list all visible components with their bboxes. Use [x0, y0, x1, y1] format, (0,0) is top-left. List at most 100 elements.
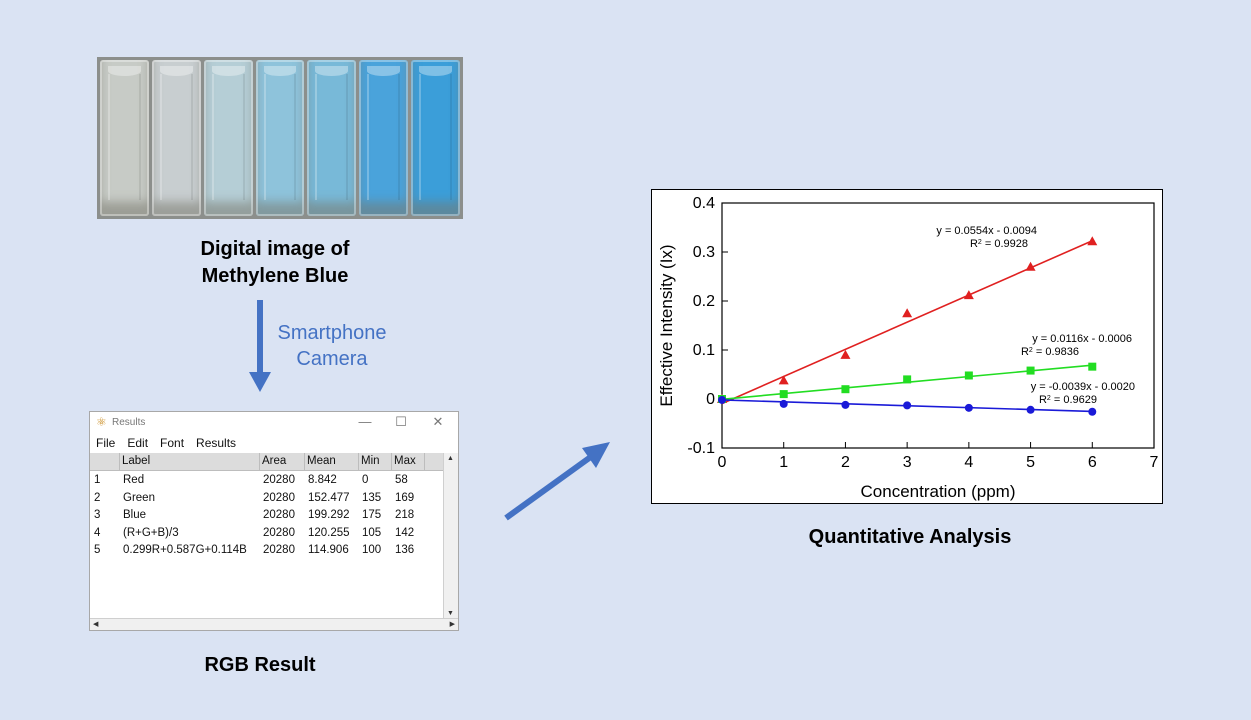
r-squared-value: = 0.9629: [1051, 394, 1097, 406]
data-point: [1025, 261, 1036, 271]
x-tick-label: 0: [718, 454, 727, 471]
menu-font[interactable]: Font: [160, 436, 185, 450]
results-window-title: Results: [112, 417, 146, 428]
trendline-equation: y = 0.0116x - 0.0006: [1032, 333, 1132, 345]
data-point: [1026, 405, 1035, 414]
table-cell: Green: [123, 491, 155, 504]
diagonal-arrow: [504, 442, 610, 521]
r-squared-exponent: 2: [1047, 395, 1051, 402]
table-header: Label Area Mean Min Max: [90, 453, 446, 471]
data-point: [903, 375, 912, 384]
down-arrow: [249, 300, 271, 392]
table-cell: 120.255: [308, 526, 350, 539]
data-point: [1088, 362, 1097, 371]
scroll-left-icon[interactable]: ◀: [93, 621, 99, 628]
table-row[interactable]: 1 Red 20280 8.842 0 58: [90, 472, 446, 489]
chart-frame: 0 1 2 3 4 5 6 7 -0.1 0 0.1 0.2 0.3 0.4 Concentration (…: [651, 189, 1163, 504]
column-header-mean[interactable]: Mean: [304, 453, 358, 470]
table-cell: 175: [362, 509, 382, 521]
data-point: [840, 349, 851, 359]
y-tick-label: 0.3: [693, 244, 715, 261]
x-tick-label: 3: [903, 454, 912, 471]
close-button[interactable]: ✕: [432, 414, 444, 429]
scroll-right-icon[interactable]: ▶: [449, 621, 455, 628]
table-cell: 8.842: [308, 474, 337, 486]
menu-file[interactable]: File: [96, 436, 116, 450]
data-point: [964, 403, 973, 412]
table-cell: 58: [395, 474, 408, 486]
column-header-min[interactable]: Min: [358, 453, 391, 470]
cuvette-7: [411, 60, 461, 216]
cuvette-5: [307, 60, 357, 216]
camera-label-line2: Camera: [296, 348, 368, 370]
x-axis-label: Concentration (ppm): [861, 482, 1016, 501]
r-squared-symbol: R: [1039, 394, 1047, 406]
cuvette-1: [100, 60, 149, 216]
column-header-label[interactable]: Label: [119, 453, 259, 470]
table-cell: Blue: [123, 509, 147, 521]
r-squared-value: = 0.9928: [982, 238, 1028, 250]
data-point: [1087, 236, 1098, 246]
scroll-up-icon[interactable]: ▲: [447, 455, 454, 462]
menu-edit[interactable]: Edit: [127, 436, 149, 450]
data-point: [1088, 407, 1097, 416]
table-cell: 5: [94, 544, 101, 556]
table-cell: 20280: [263, 474, 295, 486]
y-tick-label: 0.2: [693, 293, 715, 310]
table-cell: (R+G+B)/3: [123, 526, 179, 539]
results-titlebar[interactable]: ⚛ Results — ☐ ✕: [90, 412, 458, 434]
table-row[interactable]: 2 Green 20280 152.477 135 169: [90, 490, 446, 507]
r-squared-label: R2 = 0.9629: [1039, 394, 1097, 406]
cuvette-6: [359, 60, 409, 216]
horizontal-scrollbar[interactable]: ◀ ▶: [90, 618, 458, 630]
vertical-scrollbar[interactable]: ▲ ▼: [443, 453, 458, 619]
photo-caption: Digital image of Methylene Blue: [150, 236, 400, 290]
y-tick-label: 0.4: [693, 195, 715, 212]
cuvette-4: [255, 60, 305, 216]
scroll-down-icon[interactable]: ▼: [447, 610, 454, 617]
cuvette-2: [151, 60, 201, 216]
table-cell: 1: [94, 474, 101, 486]
y-axis-label: Effective Intensity (Ix): [657, 244, 676, 406]
column-header-area[interactable]: Area: [259, 453, 304, 470]
data-point: [963, 290, 974, 300]
trendline-equation: y = 0.0554x - 0.0094: [936, 225, 1037, 237]
data-point: [779, 390, 788, 399]
table-row[interactable]: 3 Blue 20280 199.292 175 218: [90, 507, 446, 524]
table-cell: 20280: [263, 526, 295, 539]
table-cell: 2: [94, 491, 101, 504]
table-cell: 20280: [263, 491, 295, 504]
plot-area: [721, 202, 1155, 449]
table-cell: 218: [395, 509, 415, 521]
data-point: [1026, 366, 1035, 375]
table-cell: 169: [395, 491, 415, 504]
methylene-blue-photo: [97, 57, 463, 219]
maximize-button[interactable]: ☐: [395, 414, 407, 429]
r-squared-label: R2 = 0.9928: [970, 238, 1028, 250]
x-tick-label: 4: [964, 454, 973, 471]
menu-results[interactable]: Results: [196, 436, 237, 450]
table-cell: 0.299R+0.587G+0.114B: [123, 544, 247, 556]
y-tick-label: 0: [706, 391, 715, 408]
table-row[interactable]: 5 0.299R+0.587G+0.114B 20280 114.906 100 136: [90, 542, 446, 559]
photo-caption-line1: Digital image of: [200, 238, 350, 260]
y-tick-label: 0.1: [693, 342, 715, 359]
rgb-result-caption: RGB Result: [204, 654, 316, 676]
table-cell: 114.906: [308, 544, 349, 556]
table-cell: 136: [395, 544, 415, 556]
table-row[interactable]: 4 (R+G+B)/3 20280 120.255 105 142: [90, 525, 446, 542]
r-squared-symbol: R: [970, 238, 978, 250]
data-point: [841, 400, 850, 409]
data-point: [778, 375, 789, 385]
trendline-equation: y = -0.0039x - 0.0020: [1031, 381, 1135, 393]
quantitative-analysis-caption: Quantitative Analysis: [808, 526, 1012, 548]
column-header-empty: [424, 453, 446, 470]
column-header-max[interactable]: Max: [391, 453, 424, 470]
column-header-index[interactable]: [90, 453, 119, 470]
data-point: [902, 308, 913, 318]
minimize-button[interactable]: —: [358, 414, 372, 429]
table-cell: 100: [362, 544, 382, 556]
table-cell: Red: [123, 474, 145, 486]
